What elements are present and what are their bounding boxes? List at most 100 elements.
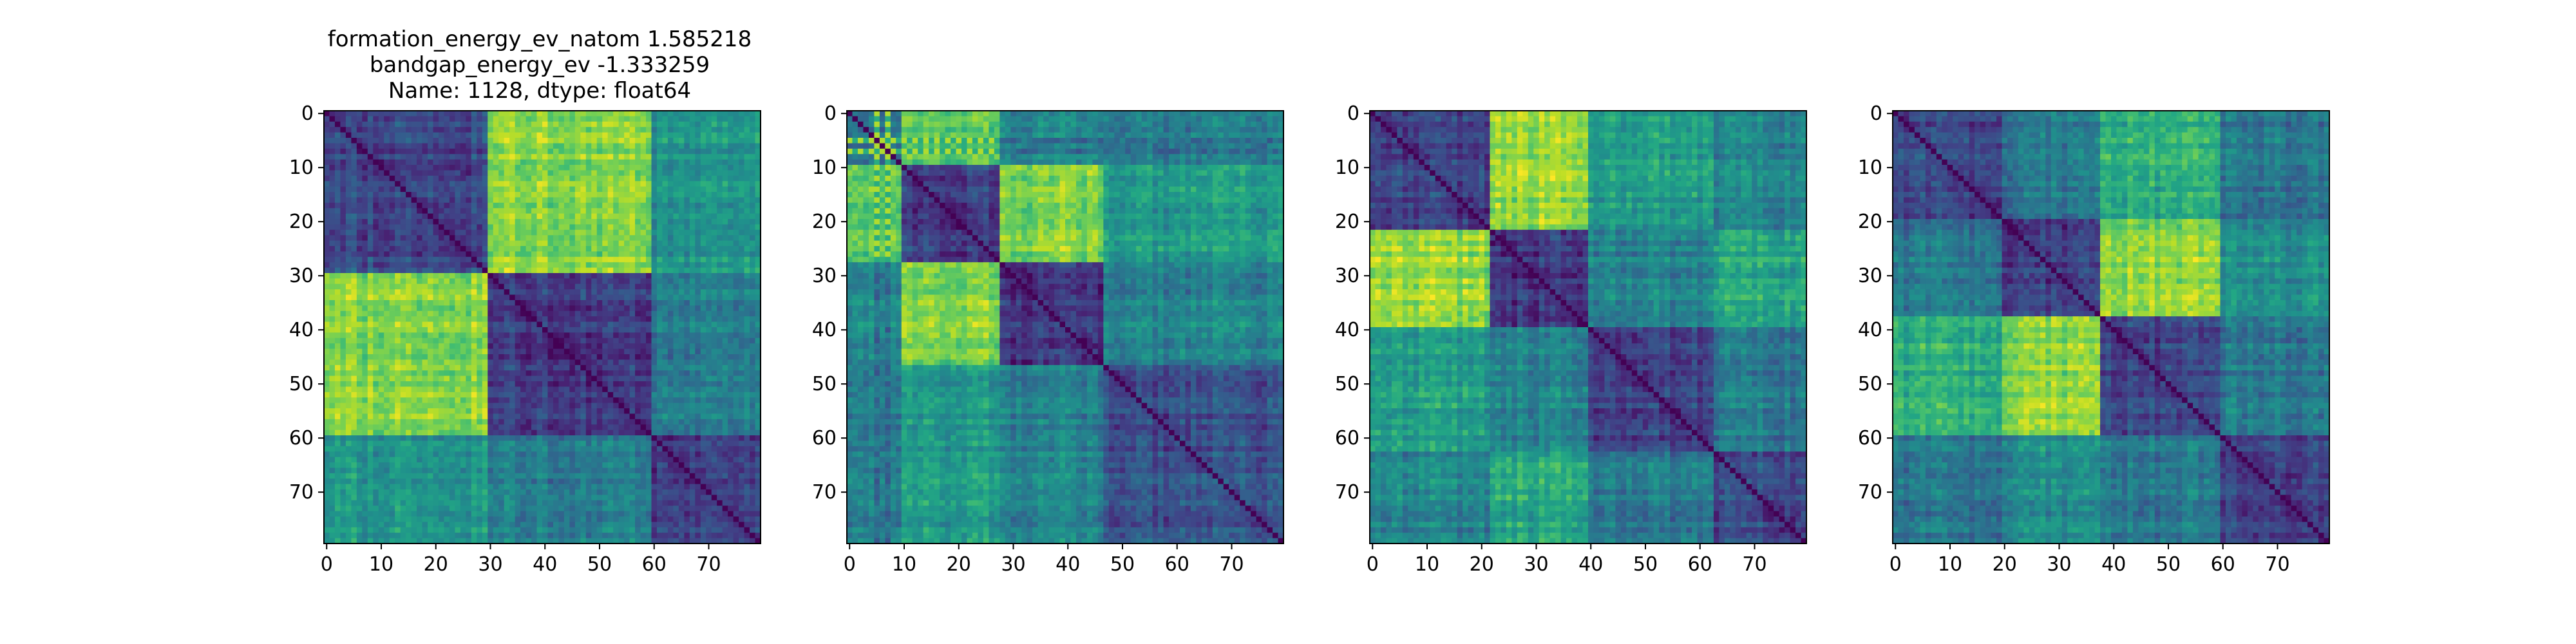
heatmap-cell bbox=[547, 213, 554, 220]
heatmap-cell bbox=[400, 197, 406, 204]
heatmap-cell bbox=[340, 213, 346, 220]
heatmap-cell bbox=[340, 305, 346, 312]
heatmap-cell bbox=[640, 170, 647, 176]
heatmap-cell bbox=[433, 300, 439, 306]
heatmap-cell bbox=[585, 165, 592, 171]
heatmap-cell bbox=[651, 219, 658, 225]
heatmap-cell bbox=[728, 343, 734, 350]
heatmap-cell bbox=[520, 267, 527, 274]
heatmap-cell bbox=[717, 316, 723, 323]
heatmap-cell bbox=[684, 192, 690, 198]
heatmap-cell bbox=[569, 300, 576, 306]
heatmap-cell bbox=[706, 435, 712, 441]
heatmap-cell bbox=[482, 402, 488, 409]
heatmap-cell bbox=[607, 365, 614, 371]
heatmap-cell bbox=[722, 337, 728, 344]
heatmap-cell bbox=[466, 202, 472, 209]
heatmap-cell bbox=[395, 154, 401, 160]
heatmap-cell bbox=[542, 381, 549, 387]
heatmap-cell bbox=[340, 208, 346, 214]
heatmap-cell bbox=[750, 327, 756, 333]
heatmap-cell bbox=[395, 278, 401, 285]
heatmap-cell bbox=[651, 273, 658, 279]
heatmap-cell bbox=[580, 408, 587, 414]
heatmap-cell bbox=[400, 251, 406, 258]
heatmap-cell bbox=[488, 321, 494, 328]
heatmap-cell bbox=[695, 159, 701, 166]
heatmap-cell bbox=[536, 208, 543, 214]
heatmap-cell bbox=[580, 359, 587, 366]
heatmap-cell bbox=[466, 213, 472, 220]
heatmap-cell bbox=[602, 316, 609, 323]
heatmap-cell bbox=[722, 111, 728, 117]
heatmap-cell bbox=[520, 343, 527, 350]
heatmap-cell bbox=[367, 273, 374, 279]
heatmap-cell bbox=[635, 197, 641, 204]
heatmap-cell bbox=[750, 316, 756, 323]
heatmap-cell bbox=[428, 289, 434, 296]
heatmap-cell bbox=[367, 111, 374, 117]
heatmap-cell bbox=[324, 121, 330, 128]
heatmap-cell bbox=[662, 343, 668, 350]
heatmap-cell bbox=[607, 246, 614, 252]
heatmap-cell bbox=[722, 283, 728, 290]
heatmap-cell bbox=[444, 392, 450, 398]
heatmap-cell bbox=[624, 381, 630, 387]
heatmap-cell bbox=[739, 251, 745, 258]
heatmap-cell bbox=[373, 159, 379, 166]
heatmap-cell bbox=[460, 375, 466, 382]
heatmap-cell bbox=[460, 348, 466, 355]
heatmap-cell bbox=[640, 121, 647, 128]
heatmap-cell bbox=[602, 321, 609, 328]
heatmap-cell bbox=[629, 430, 636, 436]
heatmap-cell bbox=[395, 159, 401, 166]
heatmap-cell bbox=[706, 267, 712, 274]
heatmap-cell bbox=[684, 143, 690, 149]
heatmap-cell bbox=[324, 138, 330, 144]
heatmap-cell bbox=[744, 267, 750, 274]
heatmap-cell bbox=[488, 192, 494, 198]
heatmap-cell bbox=[618, 148, 625, 155]
heatmap-cell bbox=[526, 219, 532, 225]
heatmap-cell bbox=[367, 435, 374, 441]
heatmap-cell bbox=[471, 267, 477, 274]
heatmap-cell bbox=[520, 424, 527, 431]
heatmap-cell bbox=[509, 127, 516, 133]
heatmap-cell bbox=[389, 165, 395, 171]
heatmap-cell bbox=[378, 197, 384, 204]
heatmap-cell bbox=[433, 138, 439, 144]
heatmap-cell bbox=[471, 332, 477, 339]
heatmap-cell bbox=[651, 327, 658, 333]
heatmap-cell bbox=[329, 381, 336, 387]
heatmap-cell bbox=[656, 121, 663, 128]
heatmap-cell bbox=[706, 310, 712, 317]
heatmap-cell bbox=[477, 127, 483, 133]
heatmap-cell bbox=[460, 327, 466, 333]
heatmap-cell bbox=[684, 343, 690, 350]
heatmap-cell bbox=[515, 235, 521, 242]
heatmap-cell bbox=[433, 370, 439, 377]
heatmap-cell bbox=[417, 197, 423, 204]
heatmap-cell bbox=[706, 138, 712, 144]
heatmap-cell bbox=[536, 127, 543, 133]
heatmap-cell bbox=[744, 116, 750, 122]
heatmap-cell bbox=[755, 327, 761, 333]
heatmap-cell bbox=[646, 289, 652, 296]
heatmap-cell bbox=[580, 348, 587, 355]
heatmap-cell bbox=[460, 121, 466, 128]
heatmap-cell bbox=[433, 408, 439, 414]
heatmap-cell bbox=[493, 375, 499, 382]
heatmap-cell bbox=[580, 278, 587, 285]
heatmap-cell bbox=[651, 321, 658, 328]
heatmap-cell bbox=[629, 402, 636, 409]
heatmap-cell bbox=[422, 343, 428, 350]
heatmap-cell bbox=[722, 386, 728, 393]
heatmap-cell bbox=[433, 316, 439, 323]
heatmap-cell bbox=[667, 138, 674, 144]
heatmap-cell bbox=[367, 294, 374, 301]
heatmap-cell bbox=[477, 392, 483, 398]
heatmap-cell bbox=[515, 359, 521, 366]
heatmap-cell bbox=[607, 192, 614, 198]
heatmap-cell bbox=[574, 111, 581, 117]
heatmap-cell bbox=[351, 402, 357, 409]
